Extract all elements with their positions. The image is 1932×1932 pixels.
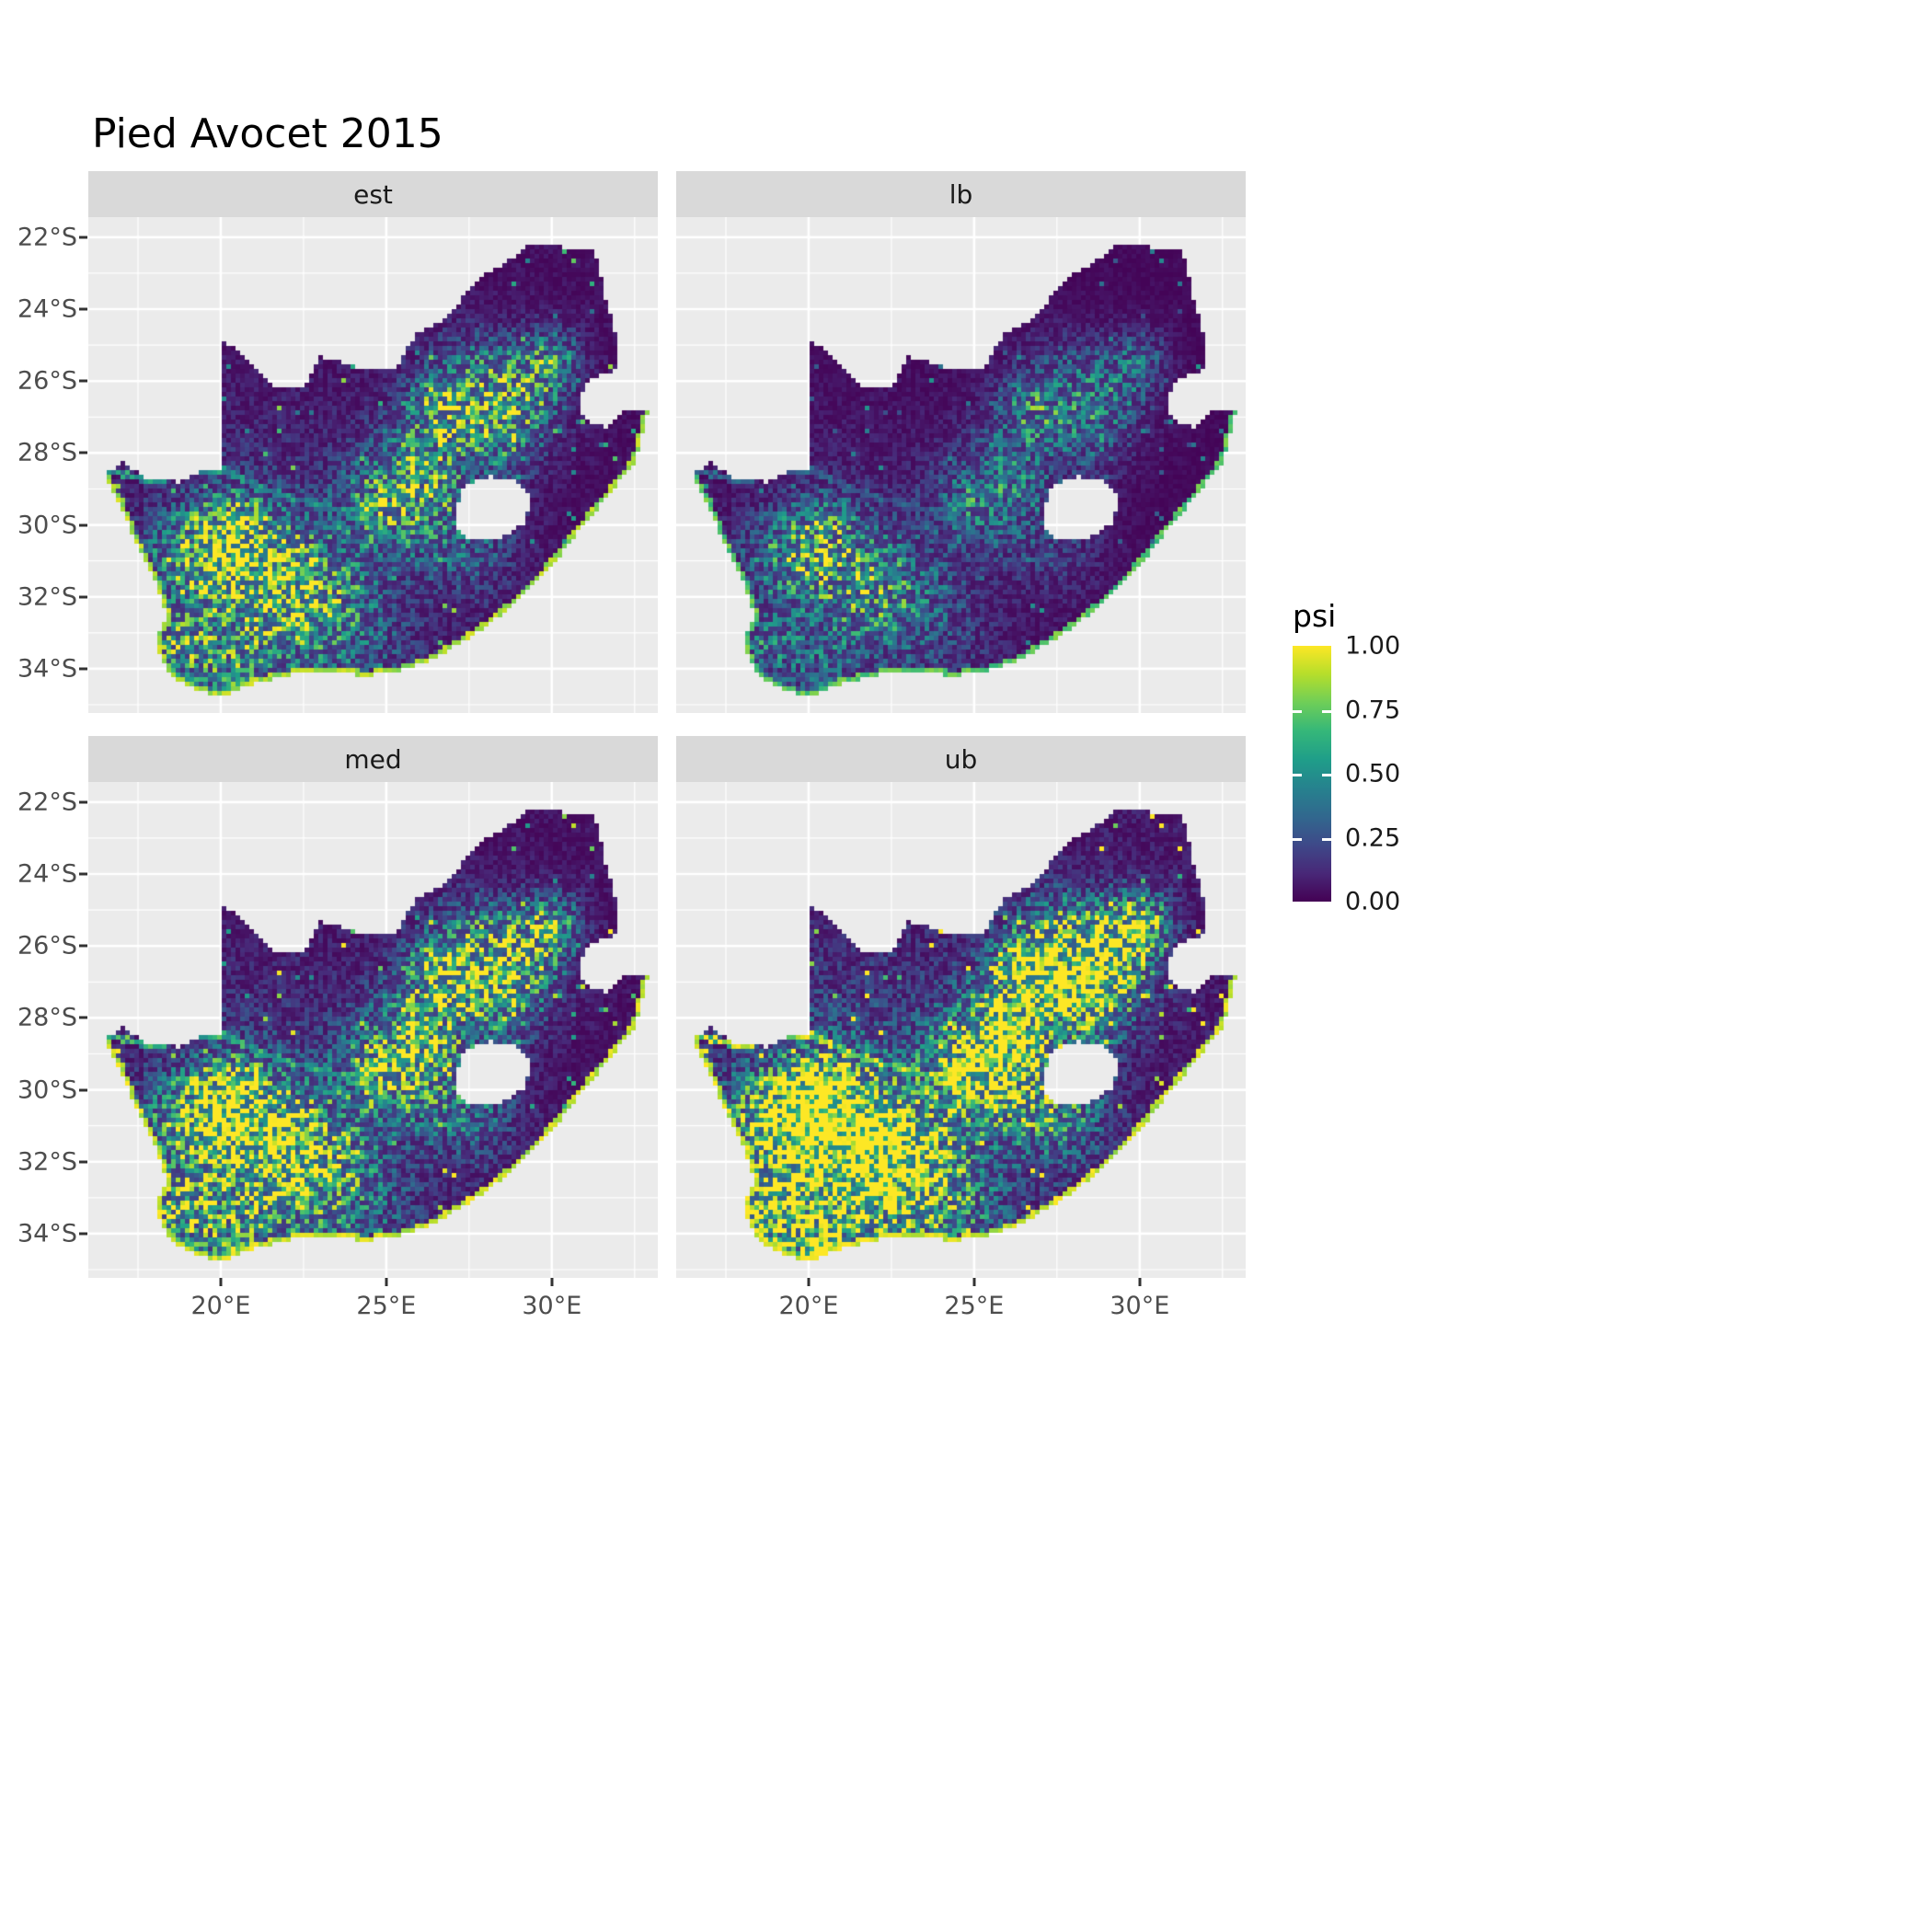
facet-label-ub: ub [944, 743, 978, 775]
y-tick-label: 22°S [17, 788, 77, 817]
y-tick-label: 28°S [17, 438, 77, 467]
y-tick-mark [79, 1088, 87, 1092]
facet-label-est: est [353, 178, 393, 210]
map-panel-med [88, 782, 658, 1278]
x-tick-label: 25°E [356, 1292, 417, 1320]
y-tick-mark [79, 307, 87, 311]
legend-tick-mark [1322, 837, 1331, 841]
x-tick-label: 20°E [778, 1292, 839, 1320]
y-tick-label: 24°S [17, 859, 77, 889]
x-tick-mark [385, 1278, 388, 1286]
y-tick-mark [79, 667, 87, 671]
y-tick-label: 34°S [17, 654, 77, 684]
y-tick-mark [79, 1016, 87, 1019]
x-tick-mark [807, 1278, 811, 1286]
y-tick-label: 30°S [17, 511, 77, 540]
plot-title: Pied Avocet 2015 [92, 110, 443, 157]
y-tick-label: 30°S [17, 1075, 77, 1105]
legend-label: 0.00 [1345, 887, 1401, 916]
map-panel-lb [676, 217, 1246, 713]
legend-label: 1.00 [1345, 631, 1401, 661]
legend-tick-mark [1293, 774, 1302, 776]
y-tick-label: 26°S [17, 931, 77, 960]
facet-strip-lb: lb [676, 171, 1246, 217]
y-tick-label: 32°S [17, 582, 77, 612]
legend-title: psi [1293, 598, 1337, 634]
facet-label-lb: lb [949, 178, 973, 210]
y-tick-mark [79, 944, 87, 948]
facet-strip-med: med [88, 736, 658, 782]
x-tick-mark [972, 1278, 976, 1286]
legend-label: 0.75 [1345, 696, 1401, 724]
facet-strip-ub: ub [676, 736, 1246, 782]
y-tick-label: 24°S [17, 294, 77, 324]
x-tick-mark [1138, 1278, 1142, 1286]
x-tick-label: 25°E [944, 1292, 1005, 1320]
facet-strip-est: est [88, 171, 658, 217]
y-tick-mark [79, 1160, 87, 1164]
x-tick-label: 30°E [522, 1292, 582, 1320]
legend-tick-mark [1293, 837, 1302, 841]
y-tick-label: 28°S [17, 1003, 77, 1032]
legend-tick-mark [1322, 774, 1331, 776]
legend-label: 0.50 [1345, 759, 1401, 788]
x-tick-label: 30°E [1110, 1292, 1170, 1320]
legend-label: 0.25 [1345, 823, 1401, 852]
y-tick-mark [79, 236, 87, 239]
y-tick-mark [79, 595, 87, 599]
y-tick-label: 34°S [17, 1219, 77, 1248]
y-tick-label: 26°S [17, 366, 77, 396]
y-tick-mark [79, 523, 87, 527]
facet-label-med: med [344, 743, 402, 775]
y-tick-label: 22°S [17, 223, 77, 252]
y-tick-mark [79, 451, 87, 454]
y-tick-mark [79, 872, 87, 876]
y-tick-mark [79, 800, 87, 804]
x-tick-mark [550, 1278, 554, 1286]
legend-tick-mark [1293, 709, 1302, 713]
x-tick-mark [219, 1278, 223, 1286]
map-panel-ub [676, 782, 1246, 1278]
y-tick-label: 32°S [17, 1147, 77, 1177]
x-tick-label: 20°E [190, 1292, 251, 1320]
map-panel-est [88, 217, 658, 713]
y-tick-mark [79, 379, 87, 383]
y-tick-mark [79, 1232, 87, 1236]
legend-tick-mark [1322, 709, 1331, 713]
